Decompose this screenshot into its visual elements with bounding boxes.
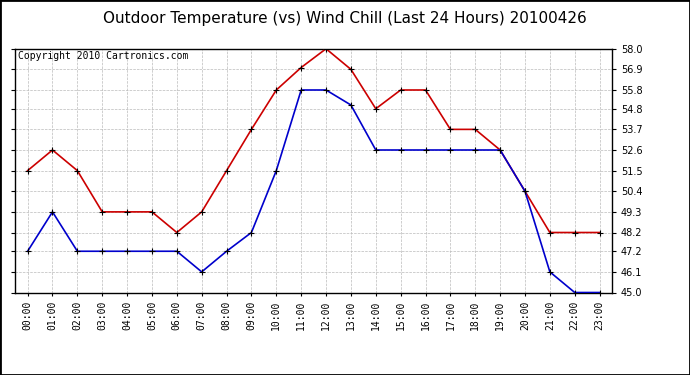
Text: Copyright 2010 Cartronics.com: Copyright 2010 Cartronics.com	[18, 51, 188, 61]
Text: Outdoor Temperature (vs) Wind Chill (Last 24 Hours) 20100426: Outdoor Temperature (vs) Wind Chill (Las…	[103, 11, 587, 26]
